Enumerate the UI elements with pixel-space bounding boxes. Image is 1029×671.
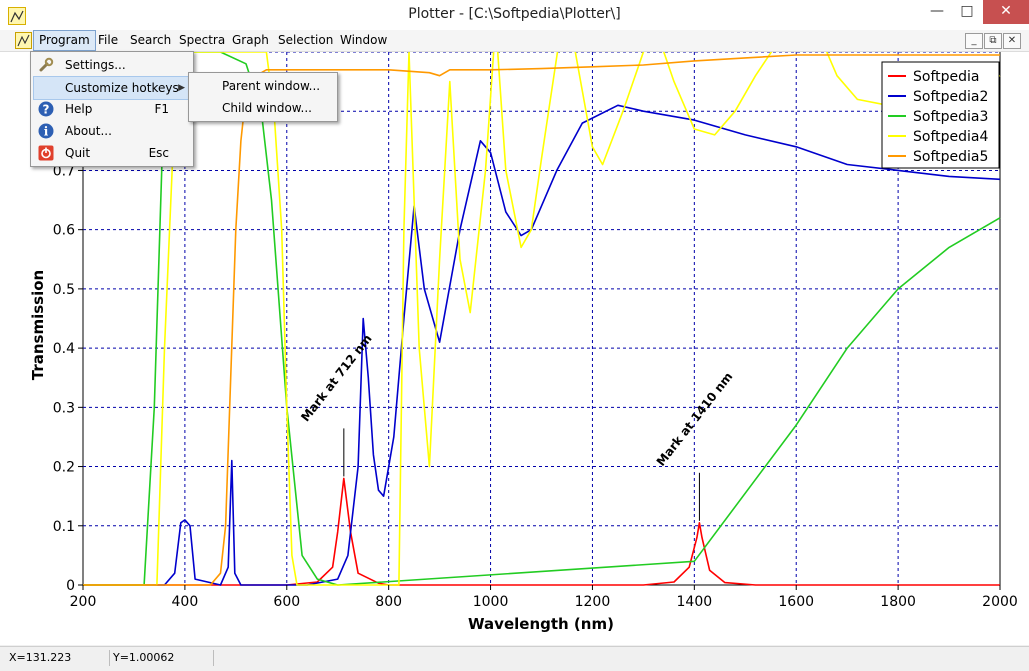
child-window-icon[interactable]	[15, 32, 32, 49]
minimize-button[interactable]: —	[930, 3, 944, 19]
title-bar: Plotter - [C:\Softpedia\Plotter\] — □ ✕	[0, 0, 1029, 30]
chart-legend: Softpedia Softpedia2 Softpedia3 Softpedia4 S…	[881, 61, 1000, 169]
x-tick-label: 1000	[473, 594, 509, 610]
x-tick-label: 200	[70, 594, 97, 610]
x-tick-label: 600	[273, 594, 300, 610]
svg-text:i: i	[44, 125, 49, 139]
app-logo-icon[interactable]	[8, 7, 26, 25]
program-menu: Settings... Customize hotkeys ▶ ? Help F…	[30, 51, 194, 167]
svg-text:?: ?	[43, 103, 50, 117]
series-line-5	[83, 54, 1000, 586]
maximize-button[interactable]: □	[960, 3, 974, 19]
x-tick-label: 1400	[677, 594, 713, 610]
annotation-label: Mark at 712 nm	[298, 332, 375, 424]
menu-item-quit[interactable]: Quit Esc	[33, 142, 191, 164]
series-line-2	[83, 104, 1001, 586]
y-tick-label: 0.5	[53, 282, 75, 298]
menu-bar: Program File Search Spectra Graph Select…	[0, 30, 1029, 52]
window-title: Plotter - [C:\Softpedia\Plotter\]	[408, 6, 621, 22]
child-close-button[interactable]: ✕	[1003, 33, 1021, 49]
x-tick-label: 1600	[778, 594, 814, 610]
y-tick-label: 0.3	[53, 400, 75, 416]
series-line-1	[83, 477, 1000, 586]
menu-search[interactable]: Search	[130, 33, 172, 47]
y-tick-label: 0	[66, 578, 75, 594]
quit-icon	[38, 145, 54, 161]
status-y-coordinate: Y=1.00062	[108, 650, 214, 666]
menu-item-customize-hotkeys[interactable]: Customize hotkeys ▶	[33, 76, 191, 100]
x-tick-label: 800	[375, 594, 402, 610]
y-axis-label: Transmission	[29, 270, 47, 380]
wrench-icon	[38, 57, 54, 73]
menu-graph[interactable]: Graph	[232, 33, 269, 47]
legend-entry: Softpedia5	[913, 149, 988, 165]
help-icon: ?	[38, 101, 54, 117]
submenu-arrow-icon: ▶	[178, 83, 185, 93]
menu-item-about[interactable]: i About...	[33, 120, 191, 142]
spectra-chart[interactable]: 200 400 600 800 1000 1200 1400 1600 1800 2000 0 0.1…	[0, 21, 1029, 645]
x-tick-label: 400	[172, 594, 199, 610]
menu-item-help[interactable]: ? Help F1	[33, 98, 191, 120]
status-x-coordinate: X=131.223	[4, 650, 110, 666]
legend-entry: Softpedia2	[913, 89, 988, 105]
info-icon: i	[38, 123, 54, 139]
x-tick-label: 2000	[982, 594, 1018, 610]
customize-hotkeys-submenu: Parent window... Child window...	[188, 72, 338, 122]
menu-file[interactable]: File	[98, 33, 119, 47]
y-tick-label: 0.6	[53, 223, 75, 239]
series-line-3	[83, 51, 1001, 586]
x-axis-label: Wavelength (nm)	[468, 615, 614, 633]
legend-entry: Softpedia	[913, 69, 979, 85]
menu-window[interactable]: Window	[340, 33, 388, 47]
x-tick-label: 1200	[575, 594, 611, 610]
status-bar: X=131.223 Y=1.00062	[0, 646, 1029, 671]
menu-selection[interactable]: Selection	[278, 33, 334, 47]
y-tick-label: 0.4	[53, 341, 75, 357]
y-tick-label: 0.2	[53, 460, 75, 476]
menu-item-settings[interactable]: Settings...	[33, 54, 191, 76]
submenu-item-parent-window[interactable]: Parent window...	[222, 79, 321, 93]
legend-entry: Softpedia4	[913, 129, 988, 145]
submenu-item-child-window[interactable]: Child window...	[222, 101, 312, 115]
x-tick-label: 1800	[880, 594, 916, 610]
close-button[interactable]: ✕	[983, 0, 1029, 24]
child-minimize-button[interactable]: _	[965, 33, 983, 49]
series-line-4	[83, 21, 1001, 586]
menu-program[interactable]: Program	[33, 30, 96, 51]
child-restore-button[interactable]: ⧉	[984, 33, 1002, 49]
y-tick-label: 0.1	[53, 519, 75, 535]
menu-spectra[interactable]: Spectra	[179, 33, 226, 47]
y-tick-label: 0.7	[53, 163, 75, 179]
legend-entry: Softpedia3	[913, 109, 988, 125]
